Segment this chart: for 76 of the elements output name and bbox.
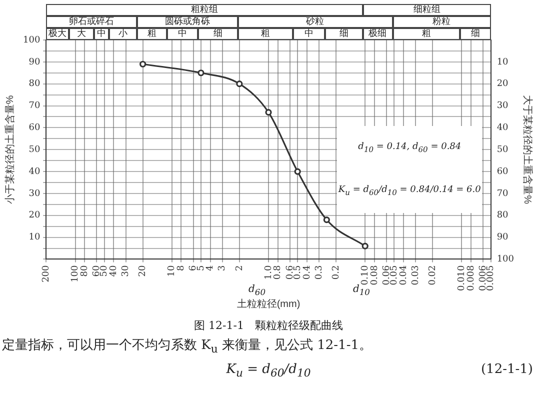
y2-tick-label: 30 [496,101,509,112]
y2-tick-label: 40 [496,123,509,134]
y-axis-title: 小于某粒径的土重含量% [4,95,16,204]
text: 中 [167,28,198,40]
y-tick-label: 70 [28,101,40,112]
y2-tick-label: 60 [496,166,509,177]
text: 粗粒组 [46,4,363,16]
text: (12-1-1) [480,362,533,377]
text: d$_{60}$ [248,284,266,298]
y-tick-label: 90 [28,57,40,68]
text: 大 [68,28,94,40]
text: 细 [198,28,238,40]
x-tick-label: 0.2 [331,265,342,280]
x-tick-label: 2 [234,265,245,271]
x-tick-label: 1.0 [264,264,274,280]
y-tick-label: 40 [28,166,40,177]
annotation: K$_{u}$ = d$_{60}$/d$_{10}$ = 0.84/0.14 = 6.0 [338,185,481,198]
y2-axis-title: 大于某粒径的土重含量% [521,95,534,204]
x-tick-label: 4 [206,264,216,271]
y2-tick-label: 70 [496,188,509,199]
y2-tick-label: 50 [496,144,509,155]
y-tick-label: 80 [28,79,40,90]
y-tick-label: 20 [28,210,40,221]
x-tick-label: 0.04 [398,264,409,286]
x-tick-label: 30 [121,264,132,277]
y2-tick-label: 10 [496,57,509,68]
text: 定量指标，可以用一个不均匀系数 K$_{u}$ 来衡量，见公式 12-1-1。 [1,337,373,356]
x-tick-label: 0.03 [410,264,421,286]
y2-tick-label: 20 [496,79,509,90]
x-tick-label: 0.010 [457,264,468,291]
text: 卵石或碎石 [46,16,138,28]
x-tick-label: 0.8 [273,264,284,280]
text: 粉粒 [392,16,491,28]
x-tick-label: 0.5 [292,264,303,280]
text: 小 [108,28,138,40]
text: 粗 [392,28,460,40]
x-tick-label: 80 [80,264,90,277]
y2-tick-label: 80 [496,210,509,221]
x-tick-label: 0.05 [390,264,400,286]
x-tick-label: 8 [176,264,187,271]
x-tick-label: 5 [196,264,206,271]
x-tick-label: 0.4 [302,264,312,280]
x-tick-label: 200 [42,264,52,282]
text: 粗 [137,28,168,40]
y-tick-label: 10 [28,232,40,243]
y2-tick-label: 90 [496,232,509,243]
x-tick-label: 0.02 [428,265,438,286]
text: 细 [324,28,363,40]
x-tick-label: 40 [109,264,120,277]
y-tick-label: 30 [28,188,40,199]
x-tick-label: 3 [218,264,228,271]
text: 中 [94,28,109,40]
x-tick-label: 0.10 [360,264,370,286]
y-tick-label: 60 [28,123,40,134]
text: 圆砾或角砾 [137,16,238,28]
text: 极大 [46,28,69,40]
x-tick-label: 100 [70,264,81,282]
text: 细粒组 [362,4,491,16]
caption: 图 12-1-1 颗粒粒径级配曲线 [193,318,344,333]
y-tick-label: 100 [22,35,40,46]
text: 细 [460,28,491,40]
text: K$_{u}$ = d$_{60}$/d$_{10}$ [226,362,311,380]
x-axis-title: 土粒粒径(mm) [236,298,300,310]
x-tick-label: 0.08 [370,264,380,286]
annotation: d$_{10}$ = 0.14, d$_{60}$ = 0.84 [358,142,462,154]
x-tick-label: 0.008 [466,264,476,291]
text: d$_{10}$ [352,284,370,298]
text: 中 [293,28,325,40]
text: 极细 [362,28,393,40]
y-tick-label: 50 [28,144,40,155]
x-tick-label: 0.3 [314,264,324,280]
text: 砂粒 [238,16,393,28]
x-tick-label: 10 [167,264,178,277]
x-tick-label: 20 [138,264,148,277]
formula-box: d$_{10}$ = 0.14, d$_{60}$ = 0.84 K$_{u}$ = d$_{60}$/d$_{10}$ = 0.84/0.14 = 6.0 [337,126,482,214]
text: 粗 [238,28,294,40]
